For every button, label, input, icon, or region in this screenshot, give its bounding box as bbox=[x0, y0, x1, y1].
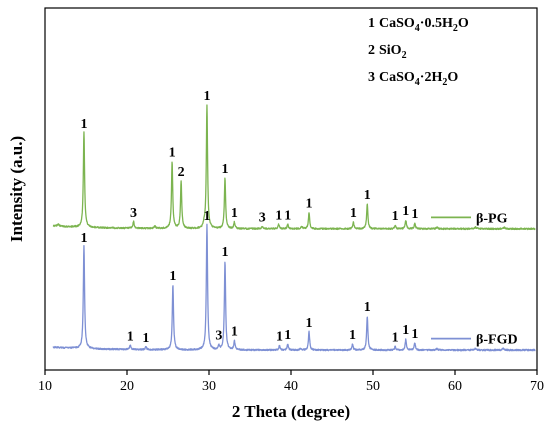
peak-label: 1 bbox=[275, 208, 282, 223]
y-axis-title: Intensity (a.u.) bbox=[7, 136, 26, 242]
x-axis-title: 2 Theta (degree) bbox=[232, 402, 350, 421]
peak-label: 1 bbox=[221, 162, 228, 177]
peak-label: 1 bbox=[350, 206, 357, 221]
peak-label: 1 bbox=[284, 208, 291, 223]
peak-label: 3 bbox=[215, 329, 222, 344]
x-tick-label: 10 bbox=[38, 379, 52, 394]
phase-key-entry: 2 SiO2 bbox=[368, 43, 407, 61]
peak-label: 1 bbox=[127, 330, 134, 345]
phase-key-num: 2 bbox=[368, 43, 375, 58]
peak-label: 1 bbox=[411, 327, 418, 342]
x-tick-label: 30 bbox=[202, 379, 216, 394]
phase-key-entry: 3 CaSO4·2H2O bbox=[368, 70, 458, 88]
phase-key-entry: 1 CaSO4·0.5H2O bbox=[368, 16, 469, 34]
x-tick-label: 70 bbox=[530, 379, 544, 394]
legend-label: β-PG bbox=[476, 211, 508, 226]
peak-label: 1 bbox=[80, 231, 87, 246]
plot-frame bbox=[44, 7, 538, 371]
peak-label: 1 bbox=[231, 206, 238, 221]
peak-label: 1 bbox=[402, 204, 409, 219]
plot-area bbox=[44, 7, 538, 371]
phase-key-formula: CaSO bbox=[379, 70, 415, 85]
x-tick-label: 50 bbox=[366, 379, 380, 394]
peak-label: 1 bbox=[284, 328, 291, 343]
phase-key-end: O bbox=[458, 16, 469, 31]
peak-label: 1 bbox=[169, 145, 176, 160]
peak-label: 2 bbox=[178, 165, 185, 180]
phase-key-num: 1 bbox=[368, 16, 375, 31]
peak-label: 3 bbox=[130, 206, 137, 221]
phase-key-mid: ·2H bbox=[420, 70, 443, 85]
peak-label: 1 bbox=[364, 188, 371, 203]
phase-key-sub2: 2 bbox=[453, 23, 458, 34]
axis-ticks: 10 20 30 40 50 60 70 bbox=[38, 370, 544, 394]
series-line-pg bbox=[52, 104, 536, 231]
phase-key-sub1: 4 bbox=[415, 77, 420, 88]
phase-key-end: O bbox=[447, 70, 458, 85]
peak-label: 3 bbox=[259, 211, 266, 226]
series-line-fgd bbox=[52, 223, 536, 352]
peak-label: 1 bbox=[221, 245, 228, 260]
peak-label: 1 bbox=[142, 331, 149, 346]
phase-key-num: 3 bbox=[368, 70, 375, 85]
phase-key-formula: CaSO bbox=[379, 16, 415, 31]
peak-label: 1 bbox=[203, 89, 210, 104]
peak-label: 1 bbox=[392, 209, 399, 224]
peak-label: 1 bbox=[169, 269, 176, 284]
x-tick-label: 40 bbox=[284, 379, 298, 394]
peak-label: 1 bbox=[402, 323, 409, 338]
peak-label: 1 bbox=[231, 325, 238, 340]
peak-label: 1 bbox=[411, 207, 418, 222]
peak-label: 1 bbox=[306, 196, 313, 211]
peak-label: 1 bbox=[306, 316, 313, 331]
peak-label: 1 bbox=[392, 330, 399, 345]
phase-key-sub1: 4 bbox=[415, 23, 420, 34]
peak-label: 1 bbox=[364, 300, 371, 315]
peak-label: 1 bbox=[276, 330, 283, 345]
legend: β-PG β-FGD bbox=[431, 211, 518, 348]
phase-key-sub2: 2 bbox=[442, 77, 447, 88]
phase-key-formula: SiO bbox=[379, 43, 402, 58]
phase-key-sub1: 2 bbox=[402, 50, 407, 61]
phase-key-mid: ·0.5H bbox=[420, 16, 453, 31]
peak-label: 1 bbox=[203, 209, 210, 224]
peak-label: 1 bbox=[349, 328, 356, 343]
legend-label: β-FGD bbox=[476, 333, 518, 348]
x-tick-label: 60 bbox=[448, 379, 462, 394]
x-tick-label: 20 bbox=[120, 379, 134, 394]
peak-label: 1 bbox=[80, 117, 87, 132]
